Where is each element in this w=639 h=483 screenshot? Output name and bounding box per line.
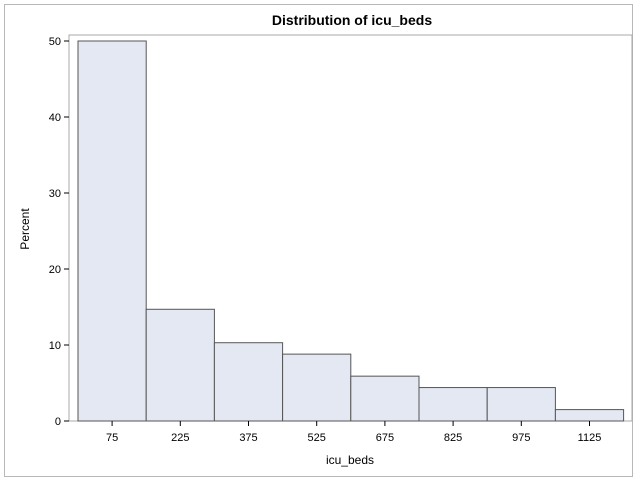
bar-675	[350, 375, 420, 422]
y-axis-label: Percent	[18, 208, 32, 250]
y-tick-label-40: 40	[49, 112, 61, 124]
bar-825	[418, 387, 488, 422]
x-tick-label-975: 975	[512, 432, 530, 444]
y-tick-label-0: 0	[55, 416, 61, 428]
chart-title: Distribution of icu_beds	[272, 12, 432, 28]
x-tick-label-375: 375	[239, 432, 257, 444]
x-tick-label-675: 675	[376, 432, 394, 444]
bar-1125	[554, 409, 625, 422]
x-tick-label-825: 825	[444, 432, 462, 444]
bar-225	[145, 308, 215, 422]
bar-75	[77, 40, 147, 422]
y-tick-label-20: 20	[49, 264, 61, 276]
x-tick-label-225: 225	[171, 432, 189, 444]
bar-375	[213, 342, 284, 422]
y-tick-label-50: 50	[49, 36, 61, 48]
x-tick-label-75: 75	[106, 432, 118, 444]
y-tick-label-10: 10	[49, 340, 61, 352]
bar-975	[486, 387, 556, 422]
x-tick-label-525: 525	[308, 432, 326, 444]
bar-525	[282, 353, 352, 422]
x-tick-label-1125: 1125	[578, 432, 602, 444]
y-tick-label-30: 30	[49, 188, 61, 200]
x-axis-label: icu_beds	[326, 453, 374, 467]
plot-area: 0 10 20 30 40 50 75 225 375 525 675 825 975 1125	[49, 34, 633, 444]
